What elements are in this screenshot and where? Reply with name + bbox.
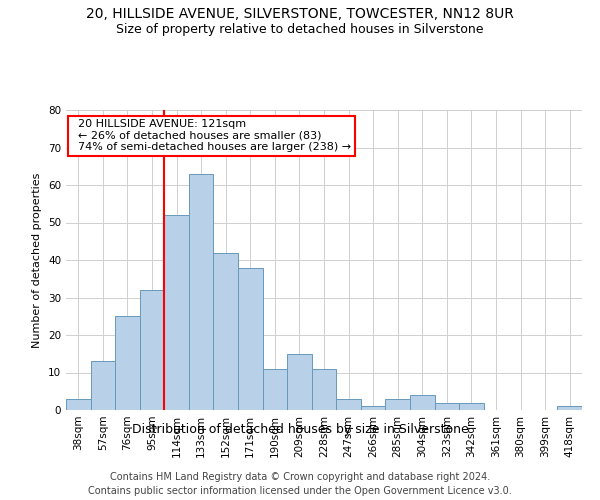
Bar <box>140 290 164 410</box>
Bar <box>189 174 214 410</box>
Bar <box>287 354 312 410</box>
Bar <box>434 402 459 410</box>
Bar <box>263 369 287 410</box>
Bar <box>459 402 484 410</box>
Text: 20 HILLSIDE AVENUE: 121sqm
  ← 26% of detached houses are smaller (83)
  74% of : 20 HILLSIDE AVENUE: 121sqm ← 26% of deta… <box>71 119 351 152</box>
Bar <box>312 369 336 410</box>
Text: Contains public sector information licensed under the Open Government Licence v3: Contains public sector information licen… <box>88 486 512 496</box>
Bar <box>91 361 115 410</box>
Bar <box>361 406 385 410</box>
Bar <box>214 252 238 410</box>
Text: Distribution of detached houses by size in Silverstone: Distribution of detached houses by size … <box>131 422 469 436</box>
Text: Contains HM Land Registry data © Crown copyright and database right 2024.: Contains HM Land Registry data © Crown c… <box>110 472 490 482</box>
Bar <box>336 399 361 410</box>
Bar <box>238 268 263 410</box>
Bar <box>66 399 91 410</box>
Bar <box>410 395 434 410</box>
Y-axis label: Number of detached properties: Number of detached properties <box>32 172 43 348</box>
Text: Size of property relative to detached houses in Silverstone: Size of property relative to detached ho… <box>116 22 484 36</box>
Bar <box>385 399 410 410</box>
Bar <box>557 406 582 410</box>
Bar <box>164 215 189 410</box>
Text: 20, HILLSIDE AVENUE, SILVERSTONE, TOWCESTER, NN12 8UR: 20, HILLSIDE AVENUE, SILVERSTONE, TOWCES… <box>86 8 514 22</box>
Bar <box>115 316 140 410</box>
